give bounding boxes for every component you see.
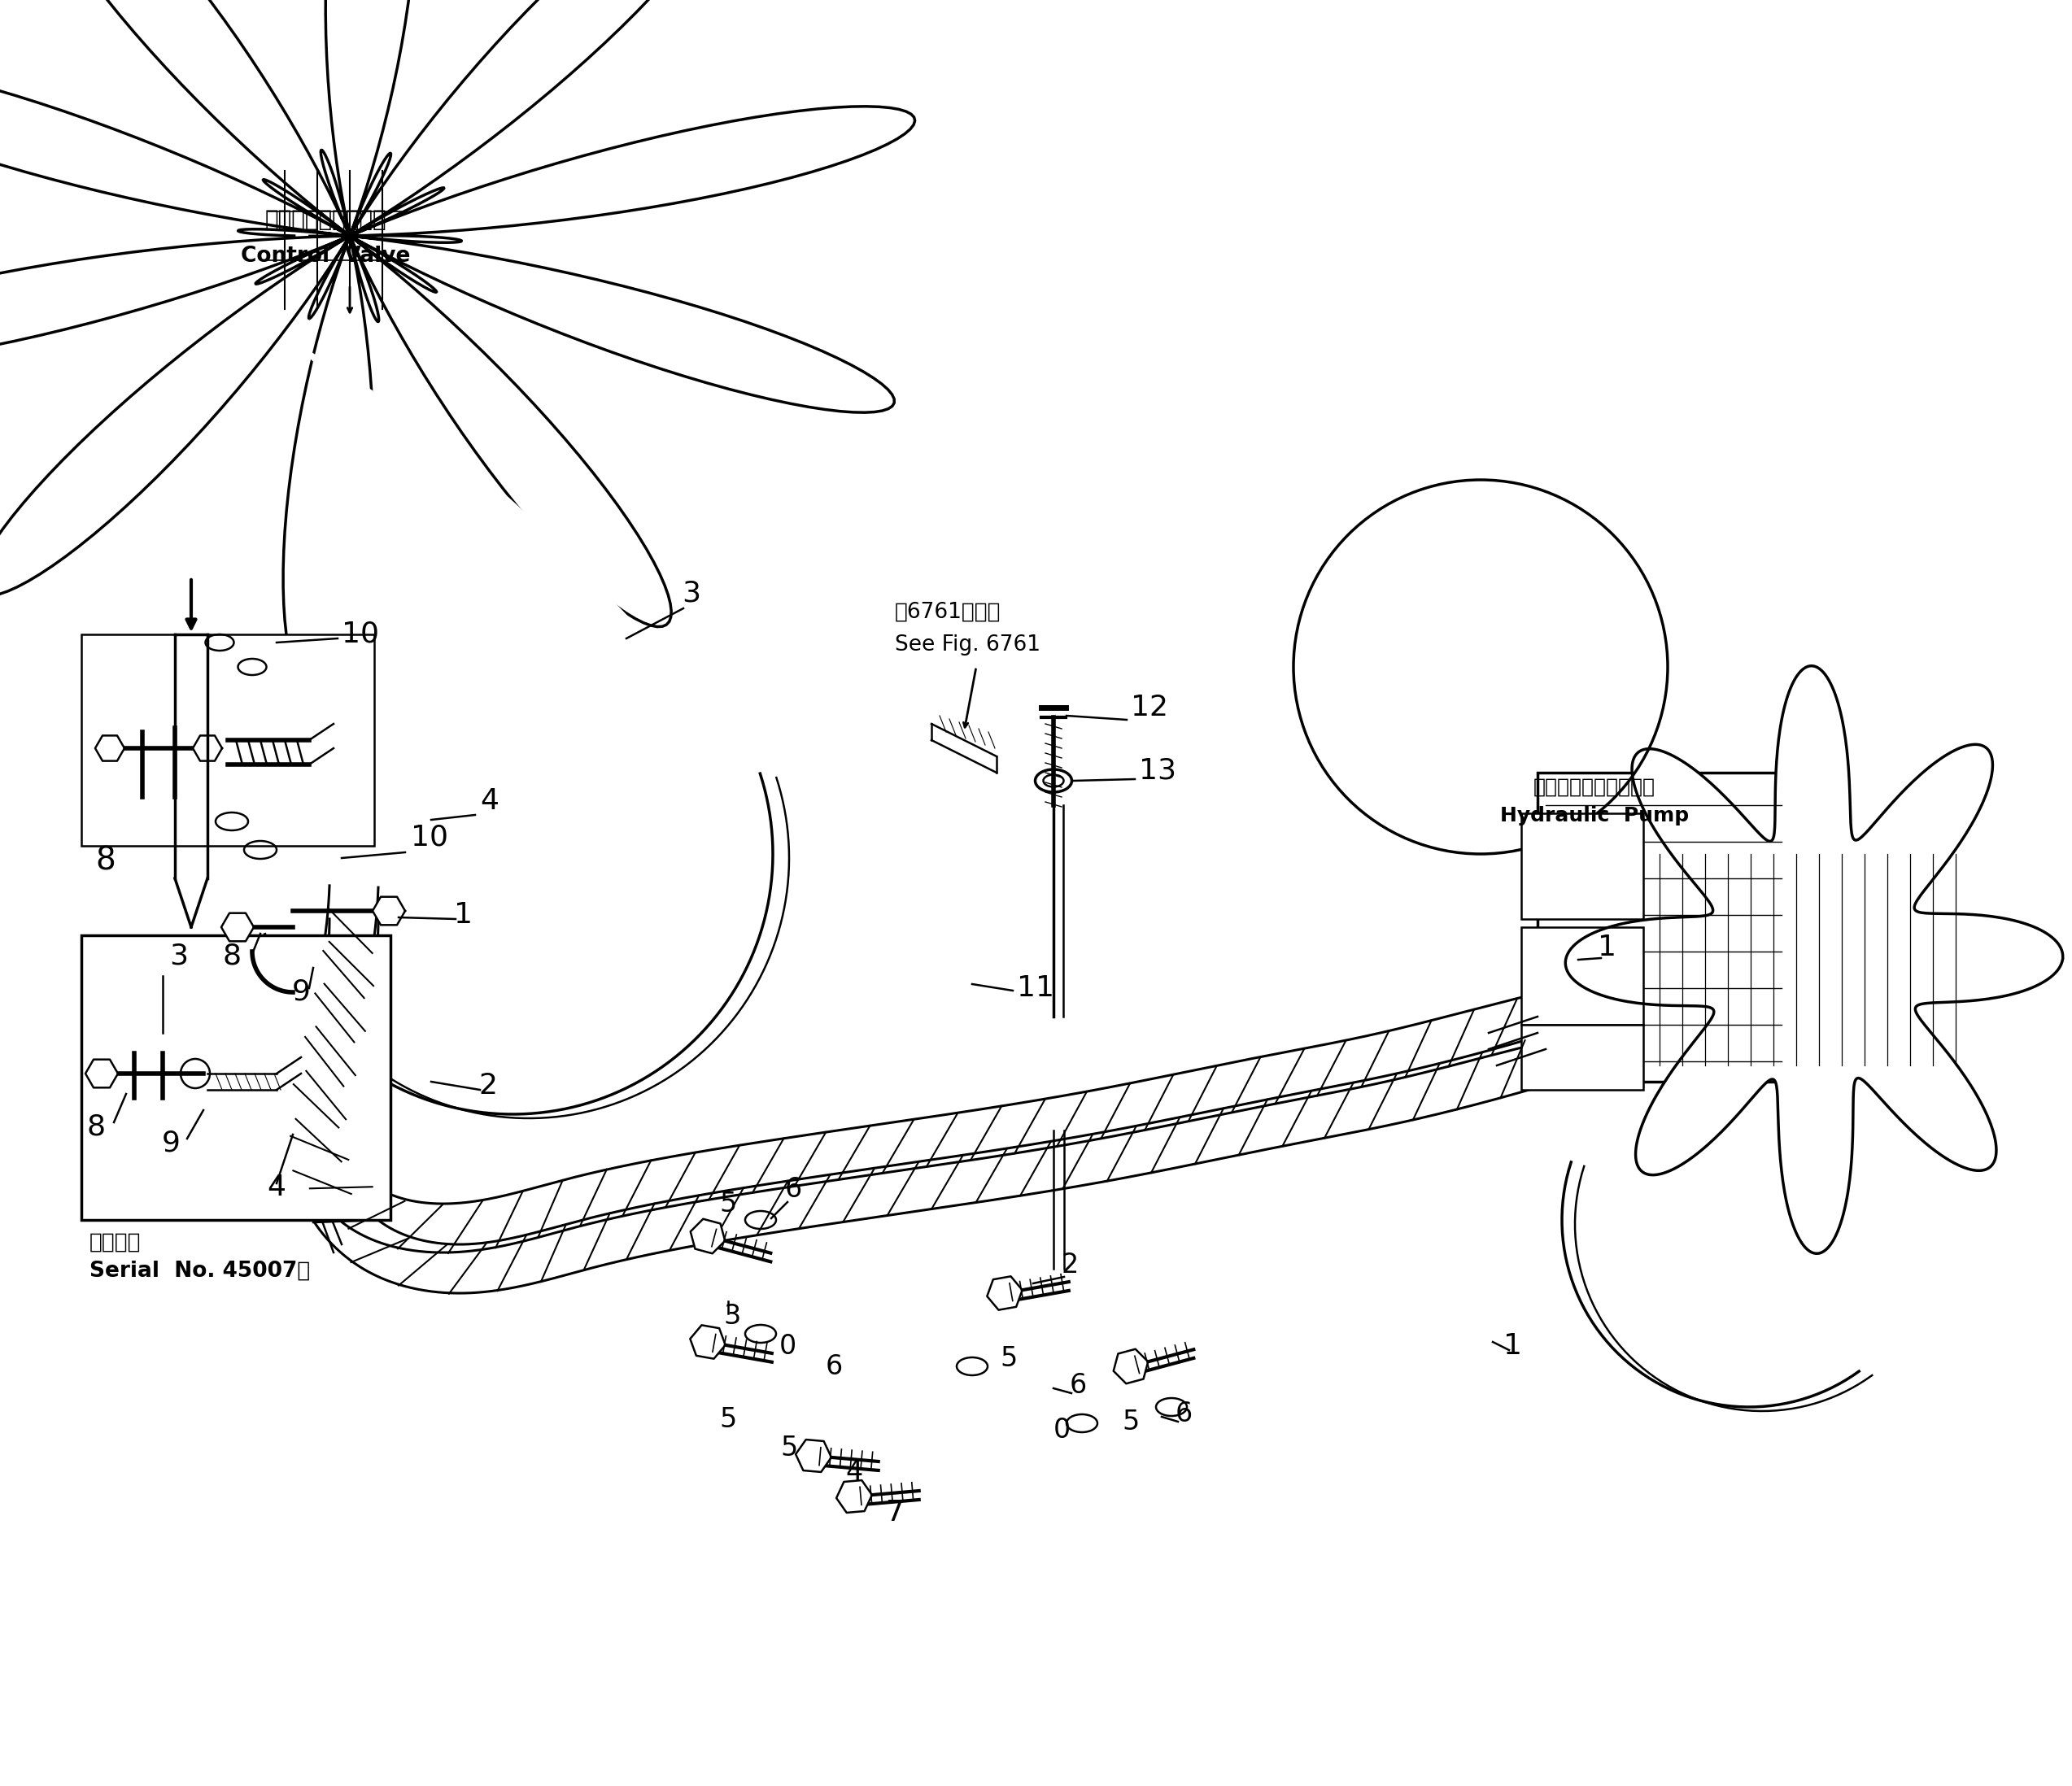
Text: 1: 1 [454, 902, 472, 929]
Text: 1: 1 [1598, 934, 1616, 961]
Text: 第6761図参照: 第6761図参照 [895, 602, 1001, 623]
Text: 3: 3 [170, 941, 189, 970]
Polygon shape [85, 1059, 118, 1088]
Text: Serial  No. 45007～: Serial No. 45007～ [89, 1261, 311, 1282]
Text: ハイドロリックポンプ: ハイドロリックポンプ [1533, 777, 1656, 797]
Bar [81, 634, 375, 847]
Text: 5: 5 [719, 1406, 738, 1432]
Text: 11: 11 [1017, 975, 1055, 1002]
Text: 5: 5 [1123, 1409, 1140, 1436]
Text: 10: 10 [410, 823, 448, 852]
Bar [1521, 927, 1643, 1025]
Polygon shape [986, 1277, 1021, 1309]
Text: 12: 12 [1131, 693, 1169, 722]
Polygon shape [0, 0, 916, 698]
Text: 1: 1 [1504, 1332, 1523, 1359]
Text: 5: 5 [1001, 1345, 1017, 1372]
Text: 8: 8 [87, 1113, 106, 1139]
Text: 5: 5 [781, 1434, 798, 1461]
Text: 適用号機: 適用号機 [89, 1232, 141, 1254]
Polygon shape [690, 1325, 725, 1359]
Text: 9: 9 [162, 1129, 180, 1157]
Polygon shape [690, 1218, 725, 1254]
Text: 4: 4 [481, 788, 499, 814]
Text: 7: 7 [885, 1498, 903, 1527]
Text: 0: 0 [779, 1332, 796, 1359]
Text: 0: 0 [1053, 1416, 1071, 1443]
Text: Hydraulic  Pump: Hydraulic Pump [1500, 805, 1689, 825]
Polygon shape [193, 736, 222, 761]
Polygon shape [222, 913, 253, 941]
Text: 8: 8 [95, 847, 116, 877]
Text: 5: 5 [719, 1191, 738, 1218]
Text: 4: 4 [845, 1459, 862, 1486]
Text: Control  Valve: Control Valve [240, 246, 410, 266]
Text: 9: 9 [292, 979, 311, 1006]
Bar [1521, 1025, 1643, 1089]
Bar [1521, 813, 1643, 920]
Text: コントロールバルブ: コントロールバルブ [265, 209, 385, 230]
Text: 13: 13 [1140, 757, 1177, 784]
Polygon shape [837, 1481, 872, 1513]
Polygon shape [95, 736, 124, 761]
Text: 3: 3 [682, 580, 700, 607]
Bar [81, 936, 390, 1220]
Polygon shape [373, 897, 406, 925]
Polygon shape [796, 1440, 831, 1472]
Text: 4: 4 [267, 1173, 286, 1202]
Text: 6: 6 [785, 1175, 802, 1202]
Text: 2: 2 [479, 1072, 497, 1100]
Text: 3: 3 [723, 1304, 742, 1331]
Text: 6: 6 [825, 1354, 843, 1381]
Text: 6: 6 [1175, 1400, 1191, 1427]
Polygon shape [1566, 666, 2064, 1254]
Polygon shape [1113, 1348, 1148, 1384]
Text: 2: 2 [1061, 1252, 1077, 1279]
Text: 10: 10 [342, 620, 379, 648]
Text: 6: 6 [1069, 1372, 1086, 1398]
Text: See Fig. 6761: See Fig. 6761 [895, 634, 1040, 655]
Bar [1537, 773, 1790, 1082]
Text: 8: 8 [222, 941, 240, 970]
